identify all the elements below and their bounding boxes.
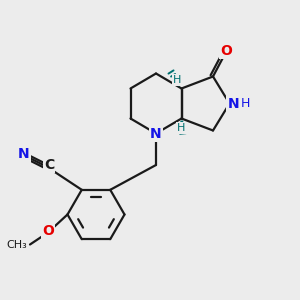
Text: H: H bbox=[177, 123, 186, 133]
Text: CH₃: CH₃ bbox=[6, 239, 27, 250]
Text: C: C bbox=[44, 158, 54, 172]
Text: N: N bbox=[227, 97, 239, 110]
Text: O: O bbox=[42, 224, 54, 238]
Text: N: N bbox=[18, 148, 30, 161]
Text: H: H bbox=[240, 97, 250, 110]
Text: H: H bbox=[173, 75, 181, 85]
Text: O: O bbox=[220, 44, 232, 58]
Text: N: N bbox=[150, 127, 162, 140]
